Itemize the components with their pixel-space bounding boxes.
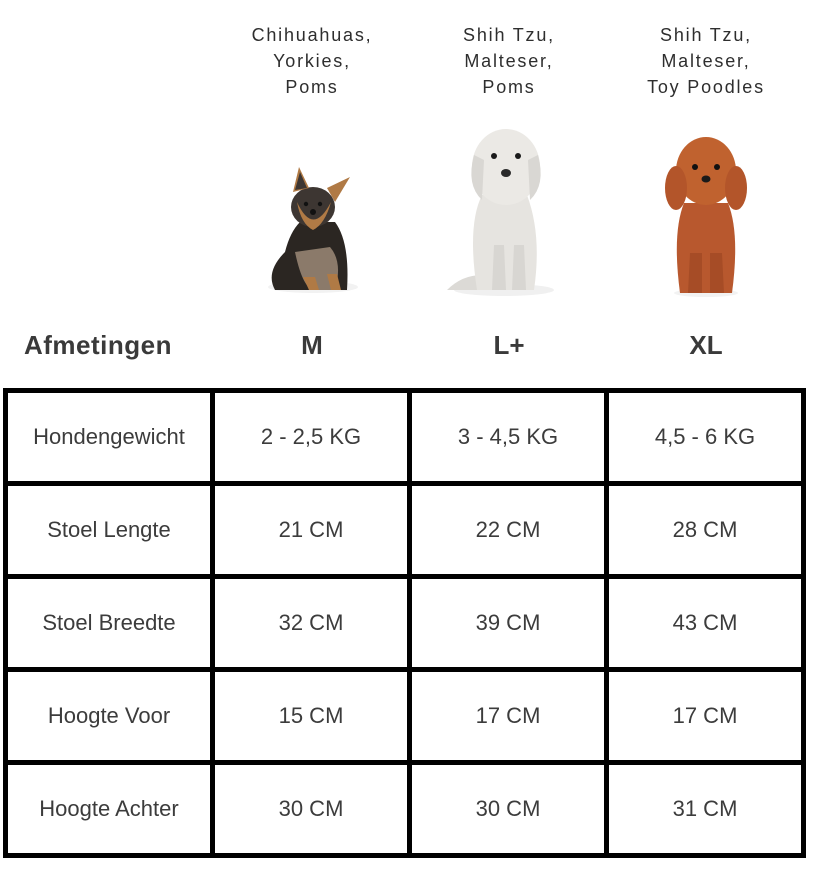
cell-value: 30 CM <box>407 760 609 858</box>
cell-value: 22 CM <box>407 481 609 579</box>
cell-value: 32 CM <box>210 574 412 672</box>
cell-value: 3 - 4,5 KG <box>407 388 609 486</box>
row-label: Stoel Lengte <box>3 481 215 579</box>
cell-value: 39 CM <box>407 574 609 672</box>
row-label: Hoogte Achter <box>3 760 215 858</box>
row-label: Hondengewicht <box>3 388 215 486</box>
cell-value: 15 CM <box>210 667 412 765</box>
toy-poodle-dog-icon <box>665 137 747 297</box>
cell-value: 17 CM <box>604 667 806 765</box>
table-row: Stoel Lengte 21 CM 22 CM 28 CM <box>3 481 806 579</box>
cell-value: 30 CM <box>210 760 412 858</box>
breeds-caption-m: Chihuahuas, Yorkies, Poms <box>251 25 373 97</box>
cell-value: 21 CM <box>210 481 412 579</box>
row-label: Hoogte Voor <box>3 667 215 765</box>
table-row: Hondengewicht 2 - 2,5 KG 3 - 4,5 KG 4,5 … <box>3 388 806 486</box>
size-header-lplus: L+ <box>493 330 525 360</box>
breeds-caption-xl: Shih Tzu, Malteser, Toy Poodles <box>647 25 765 97</box>
cell-value: 17 CM <box>407 667 609 765</box>
table-row: Hoogte Voor 15 CM 17 CM 17 CM <box>3 667 806 765</box>
row-label: Stoel Breedte <box>3 574 215 672</box>
cell-value: 43 CM <box>604 574 806 672</box>
size-table: Hondengewicht 2 - 2,5 KG 3 - 4,5 KG 4,5 … <box>3 388 806 858</box>
size-header-xl: XL <box>689 330 723 360</box>
table-row: Stoel Breedte 32 CM 39 CM 43 CM <box>3 574 806 672</box>
dimensions-header: Afmetingen <box>24 330 172 360</box>
cell-value: 31 CM <box>604 760 806 858</box>
table-row: Hoogte Achter 30 CM 30 CM 31 CM <box>3 760 806 858</box>
cell-value: 2 - 2,5 KG <box>210 388 412 486</box>
yorkie-dog-icon <box>268 167 358 293</box>
breeds-caption-lplus: Shih Tzu, Malteser, Poms <box>463 25 555 97</box>
size-header-m: M <box>301 330 323 360</box>
cell-value: 28 CM <box>604 481 806 579</box>
cell-value: 4,5 - 6 KG <box>604 388 806 486</box>
maltese-dog-icon <box>447 129 554 296</box>
